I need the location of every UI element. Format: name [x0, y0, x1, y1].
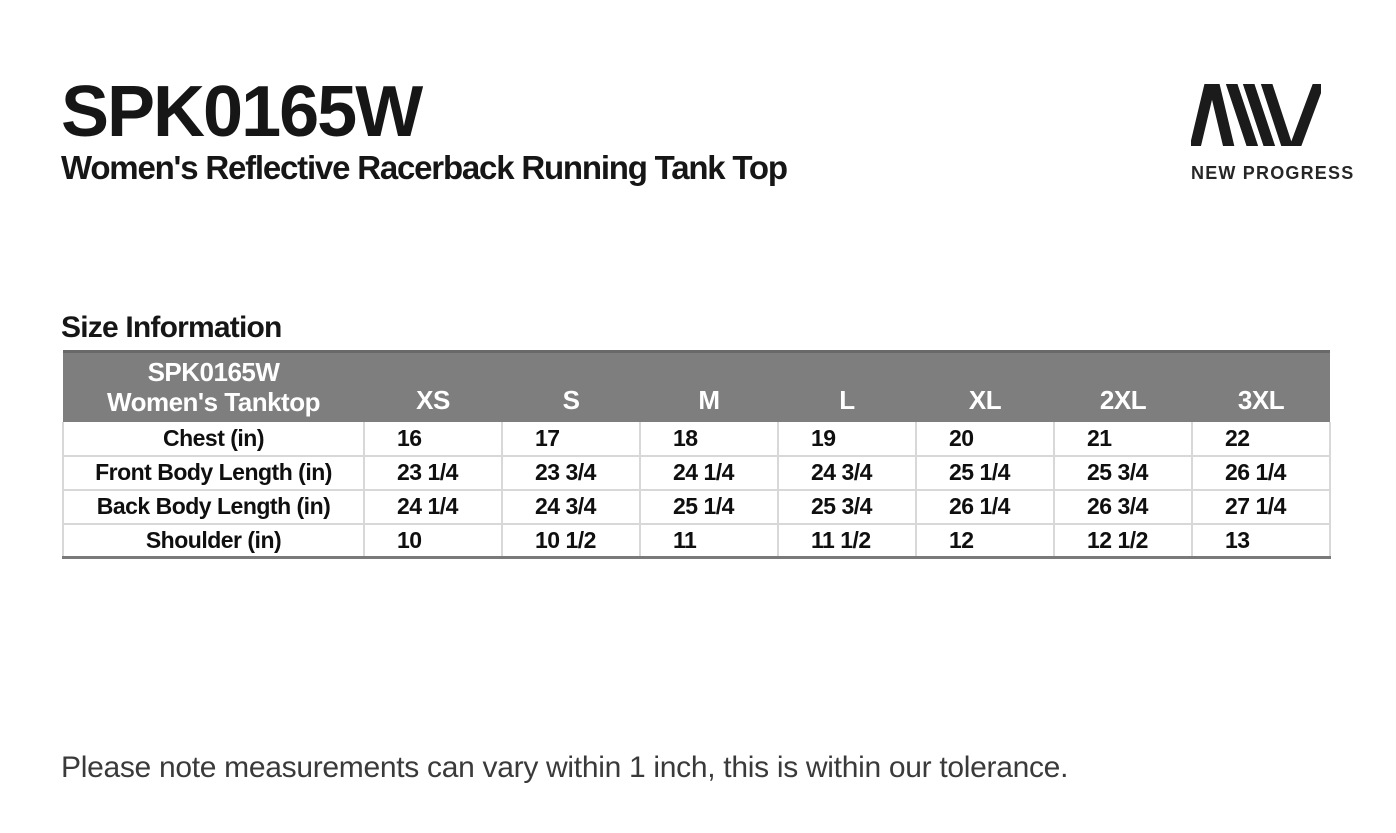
- column-header-l: L: [778, 350, 916, 422]
- front-length-l: 24 3/4: [777, 454, 917, 491]
- shoulder-3xl: 13: [1191, 522, 1331, 559]
- table-row-chest: Chest (in) 16 17 18 19 20 21 22: [62, 421, 1331, 457]
- chest-xl: 20: [915, 421, 1055, 457]
- front-length-m: 24 1/4: [639, 454, 779, 491]
- shoulder-m: 11: [639, 522, 779, 559]
- chest-3xl: 22: [1191, 421, 1331, 457]
- column-header-2xl: 2XL: [1054, 350, 1192, 422]
- back-length-s: 24 3/4: [501, 488, 641, 525]
- column-header-m: M: [640, 350, 778, 422]
- front-length-s: 23 3/4: [501, 454, 641, 491]
- front-length-xs: 23 1/4: [363, 454, 503, 491]
- product-header-line2: Women's Tanktop: [107, 387, 320, 418]
- product-code-title: SPK0165W: [61, 72, 423, 152]
- tolerance-note: Please note measurements can vary within…: [61, 751, 1069, 784]
- table-header-row: SPK0165W Women's Tanktop XS S M L XL 2XL…: [63, 350, 1330, 422]
- front-length-2xl: 25 3/4: [1053, 454, 1193, 491]
- product-header-line1: SPK0165W: [147, 357, 280, 388]
- shoulder-xl: 12: [915, 522, 1055, 559]
- row-label-front-body-length: Front Body Length (in): [62, 454, 365, 491]
- chest-2xl: 21: [1053, 421, 1193, 457]
- front-length-xl: 25 1/4: [915, 454, 1055, 491]
- back-length-2xl: 26 3/4: [1053, 488, 1193, 525]
- column-header-s: S: [502, 350, 640, 422]
- back-length-l: 25 3/4: [777, 488, 917, 525]
- back-length-xs: 24 1/4: [363, 488, 503, 525]
- brand-logo: NEW PROGRESS: [1191, 84, 1355, 184]
- shoulder-s: 10 1/2: [501, 522, 641, 559]
- row-label-chest: Chest (in): [62, 421, 365, 457]
- column-header-3xl: 3XL: [1192, 350, 1330, 422]
- back-length-m: 25 1/4: [639, 488, 779, 525]
- table-row-shoulder: Shoulder (in) 10 10 1/2 11 11 1/2 12 12 …: [62, 522, 1331, 559]
- column-header-xl: XL: [916, 350, 1054, 422]
- back-length-3xl: 27 1/4: [1191, 488, 1331, 525]
- chest-s: 17: [501, 421, 641, 457]
- column-header-xs: XS: [364, 350, 502, 422]
- brand-name: NEW PROGRESS: [1191, 163, 1355, 183]
- chest-m: 18: [639, 421, 779, 457]
- chest-xs: 16: [363, 421, 503, 457]
- size-chart-table: SPK0165W Women's Tanktop XS S M L XL 2XL…: [62, 350, 1331, 559]
- shoulder-l: 11 1/2: [777, 522, 917, 559]
- shoulder-xs: 10: [363, 522, 503, 559]
- shoulder-2xl: 12 1/2: [1053, 522, 1193, 559]
- front-length-3xl: 26 1/4: [1191, 454, 1331, 491]
- product-name-subtitle: Women's Reflective Racerback Running Tan…: [61, 149, 788, 186]
- aw-monogram-icon: [1191, 84, 1321, 146]
- chest-l: 19: [777, 421, 917, 457]
- table-row-front-body-length: Front Body Length (in) 23 1/4 23 3/4 24 …: [62, 454, 1331, 491]
- product-header-cell: SPK0165W Women's Tanktop: [63, 350, 364, 422]
- row-label-shoulder: Shoulder (in): [62, 522, 365, 559]
- table-row-back-body-length: Back Body Length (in) 24 1/4 24 3/4 25 1…: [62, 488, 1331, 525]
- size-information-heading: Size Information: [61, 311, 282, 344]
- row-label-back-body-length: Back Body Length (in): [62, 488, 365, 525]
- back-length-xl: 26 1/4: [915, 488, 1055, 525]
